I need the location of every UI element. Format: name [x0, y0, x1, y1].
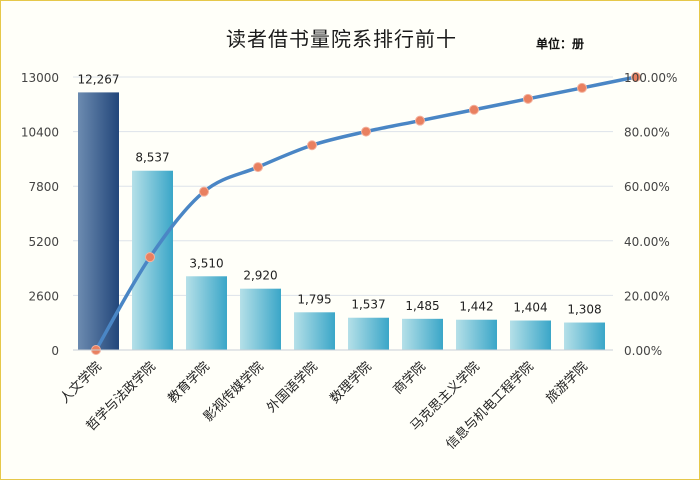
cumulative-point	[361, 126, 371, 137]
bar	[348, 317, 389, 350]
y-right-tick-label: 60.00%	[624, 180, 670, 194]
category-label: 人文学院	[57, 359, 105, 407]
bar-value-label: 1,795	[297, 292, 331, 306]
cumulative-point	[145, 252, 155, 263]
bar-value-label: 8,537	[135, 151, 169, 165]
chart-title: 读者借书量院系排行前十	[226, 27, 457, 51]
bar-value-label: 1,404	[513, 301, 547, 315]
bar	[510, 320, 551, 350]
bar	[564, 322, 605, 350]
bar	[294, 312, 335, 350]
category-label: 商学院	[390, 359, 429, 398]
bar	[186, 276, 227, 350]
category-label: 旅游学院	[543, 359, 591, 407]
cumulative-point	[199, 186, 209, 197]
bar-value-label: 1,308	[567, 303, 601, 317]
bar	[402, 318, 443, 350]
y-right-tick-label: 20.00%	[624, 289, 670, 303]
bar-value-label: 1,485	[405, 299, 439, 313]
cumulative-point	[253, 162, 263, 173]
bar-value-label: 2,920	[243, 269, 277, 283]
y-left-tick-label: 5200	[28, 235, 59, 249]
y-left-tick-label: 2600	[28, 289, 59, 303]
y-left-tick-label: 7800	[28, 180, 59, 194]
cumulative-point	[577, 82, 587, 93]
cumulative-point	[469, 104, 479, 115]
bar-value-label: 1,442	[459, 300, 493, 314]
category-label: 教育学院	[165, 359, 213, 407]
category-label: 外国语学院	[264, 359, 321, 416]
bar-value-label: 3,510	[189, 256, 223, 270]
bar-value-label: 1,537	[351, 298, 385, 312]
cumulative-line	[94, 75, 638, 352]
bar	[456, 319, 497, 350]
y-left-tick-label: 13000	[21, 71, 59, 85]
y-left-tick-label: 10400	[21, 126, 59, 140]
y-right-tick-label: 80.00%	[624, 126, 670, 140]
category-label: 数理学院	[327, 359, 375, 407]
bar	[240, 288, 281, 350]
y-right-tick-label: 100.00%	[624, 71, 677, 85]
cumulative-point	[631, 72, 641, 82]
bar	[78, 92, 119, 350]
y-left-tick-label: 0	[51, 344, 59, 358]
cumulative-point	[523, 93, 533, 104]
y-right-tick-label: 40.00%	[624, 235, 670, 249]
category-label: 信息与机电工程学院	[443, 359, 537, 453]
y-right-tick-label: 0.00%	[624, 344, 662, 358]
unit-note: 单位：册	[536, 37, 585, 51]
cumulative-point	[307, 140, 317, 151]
cumulative-point	[415, 115, 425, 126]
bar-value-label: 12,267	[78, 72, 120, 86]
